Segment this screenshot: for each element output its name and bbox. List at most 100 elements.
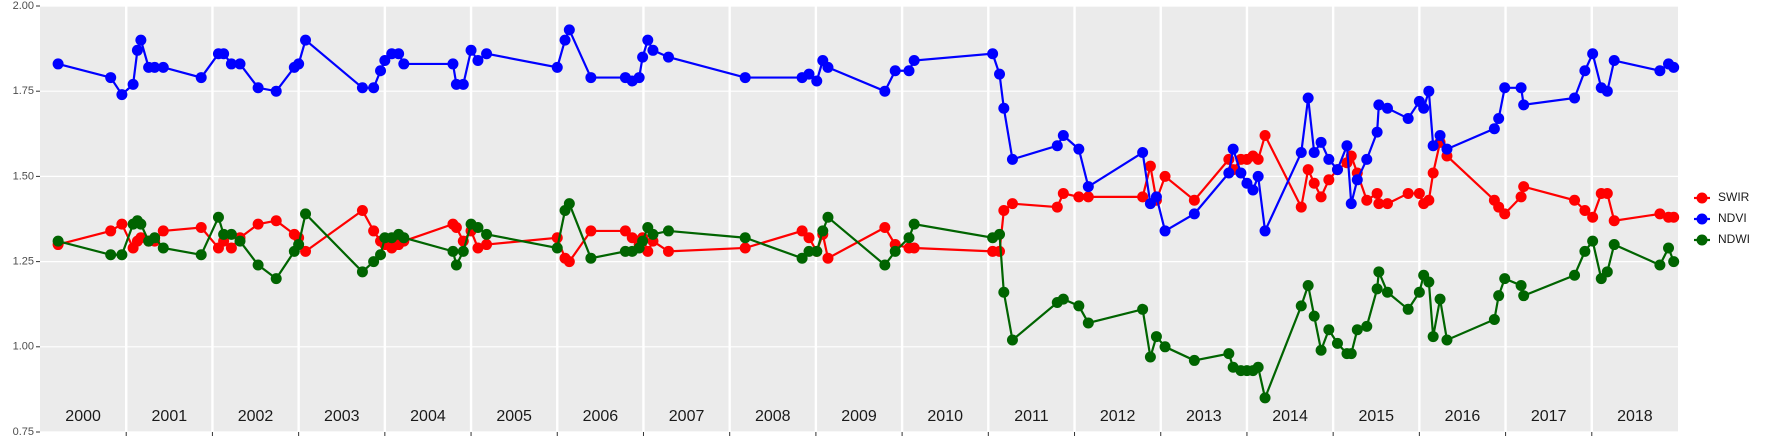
data-point xyxy=(218,228,230,240)
year-label: 2001 xyxy=(152,408,188,425)
data-point xyxy=(998,204,1010,216)
data-point xyxy=(1073,143,1085,155)
data-point xyxy=(368,225,380,237)
data-point xyxy=(127,78,139,90)
data-point xyxy=(626,232,638,244)
data-point xyxy=(1302,92,1314,104)
data-point xyxy=(647,44,659,56)
data-point xyxy=(1006,198,1018,210)
data-point xyxy=(803,232,815,244)
legend-key xyxy=(1696,234,1708,246)
data-point xyxy=(1493,112,1505,124)
data-point xyxy=(472,242,484,254)
data-point xyxy=(1252,153,1264,165)
data-point xyxy=(1137,303,1149,315)
data-point xyxy=(1341,140,1353,152)
data-point xyxy=(472,55,484,67)
data-point xyxy=(356,204,368,216)
data-point xyxy=(375,249,387,261)
data-point xyxy=(1247,184,1259,196)
data-point xyxy=(450,222,462,234)
data-point xyxy=(356,82,368,94)
data-point xyxy=(1608,239,1620,251)
data-point xyxy=(195,249,207,261)
data-point xyxy=(472,222,484,234)
data-point xyxy=(551,242,563,254)
data-point xyxy=(1668,61,1680,73)
data-point xyxy=(1371,126,1383,138)
data-point xyxy=(1315,344,1327,356)
data-point xyxy=(1569,92,1581,104)
data-point xyxy=(105,225,117,237)
data-point xyxy=(889,65,901,77)
data-point xyxy=(195,72,207,84)
data-point xyxy=(1308,177,1320,189)
data-point xyxy=(1223,348,1235,360)
data-point xyxy=(1073,300,1085,312)
data-point xyxy=(1308,147,1320,159)
data-point xyxy=(1006,334,1018,346)
data-point xyxy=(234,235,246,247)
legend-label: NDWI xyxy=(1718,232,1750,246)
data-point xyxy=(637,235,649,247)
data-point xyxy=(1608,55,1620,67)
data-point xyxy=(1345,348,1357,360)
data-point xyxy=(1259,130,1271,142)
data-point xyxy=(1235,167,1247,179)
data-point xyxy=(105,249,117,261)
y-tick-label: 1.75 xyxy=(13,85,34,97)
year-label: 2008 xyxy=(755,408,791,425)
data-point xyxy=(1159,170,1171,182)
data-point xyxy=(157,61,169,73)
data-point xyxy=(195,222,207,234)
data-point xyxy=(116,249,128,261)
data-point xyxy=(1515,191,1527,203)
data-point xyxy=(1601,266,1613,278)
data-point xyxy=(585,225,597,237)
data-point xyxy=(1427,167,1439,179)
data-point xyxy=(234,58,246,70)
data-point xyxy=(1515,279,1527,291)
data-point xyxy=(1082,317,1094,329)
year-label: 2007 xyxy=(669,408,705,425)
data-point xyxy=(1373,266,1385,278)
data-point xyxy=(1259,392,1271,404)
data-point xyxy=(619,225,631,237)
data-point xyxy=(739,72,751,84)
data-point xyxy=(1137,147,1149,159)
data-point xyxy=(1518,99,1530,111)
data-point xyxy=(393,48,405,60)
year-label: 2000 xyxy=(65,408,101,425)
data-point xyxy=(457,245,469,257)
data-point xyxy=(481,239,493,251)
data-point xyxy=(908,242,920,254)
data-point xyxy=(642,34,654,46)
data-point xyxy=(1371,283,1383,295)
data-point xyxy=(1351,324,1363,336)
data-point xyxy=(105,72,117,84)
data-point xyxy=(1488,314,1500,326)
data-point xyxy=(1488,123,1500,135)
data-point xyxy=(1073,191,1085,203)
data-point xyxy=(225,58,237,70)
data-point xyxy=(1668,211,1680,223)
data-point xyxy=(398,58,410,70)
year-label: 2006 xyxy=(583,408,619,425)
data-point xyxy=(822,252,834,264)
data-point xyxy=(300,34,312,46)
data-point xyxy=(1418,102,1430,114)
data-point xyxy=(457,78,469,90)
data-point xyxy=(811,245,823,257)
data-point xyxy=(1427,331,1439,343)
data-point xyxy=(293,239,305,251)
data-point xyxy=(1361,153,1373,165)
data-point xyxy=(481,228,493,240)
data-point xyxy=(994,228,1006,240)
data-point xyxy=(796,252,808,264)
data-point xyxy=(252,218,264,230)
data-point xyxy=(1082,181,1094,193)
data-point xyxy=(1057,293,1069,305)
data-point xyxy=(1569,269,1581,281)
data-point xyxy=(149,232,161,244)
